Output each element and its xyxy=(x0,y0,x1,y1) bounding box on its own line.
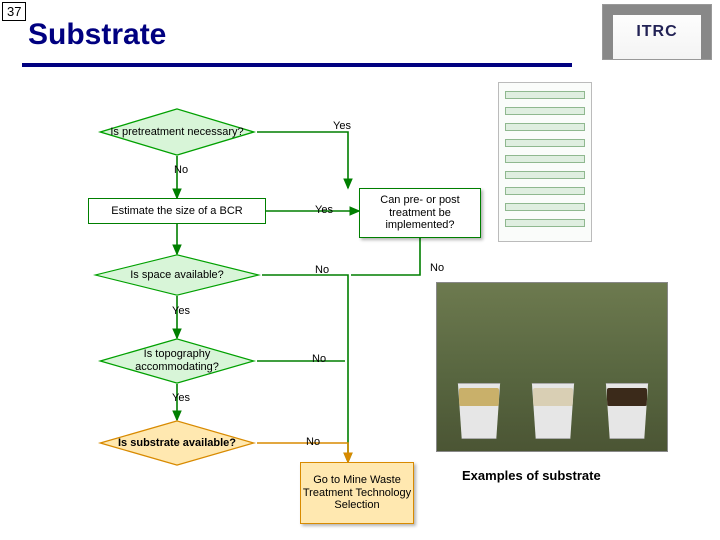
label-yes_d2: Yes xyxy=(172,305,190,317)
node-d2-text: Is space available? xyxy=(120,269,234,282)
itrc-logo: ITRC xyxy=(602,4,712,60)
node-d1-text: Is pretreatment necessary? xyxy=(100,126,253,139)
node-d1: Is pretreatment necessary? xyxy=(97,108,257,156)
bucket-2 xyxy=(603,383,651,439)
arrow-0 xyxy=(257,132,348,188)
label-yes_d3: Yes xyxy=(172,392,190,404)
arrow-9 xyxy=(257,443,348,462)
label-yes_top: Yes xyxy=(333,120,351,132)
label-no_d4: No xyxy=(306,436,320,448)
node-r3: Go to Mine Waste Treatment Technology Se… xyxy=(300,462,414,524)
bucket-0 xyxy=(455,383,503,439)
logo-text: ITRC xyxy=(636,23,677,41)
label-no_d3: No xyxy=(312,353,326,365)
node-r1: Estimate the size of a BCR xyxy=(88,198,266,224)
node-d3-text: Is topography accommodating? xyxy=(97,348,257,373)
node-r2: Can pre- or post treatment be implemente… xyxy=(359,188,481,238)
bucket-1 xyxy=(529,383,577,439)
mini-flow-figure xyxy=(498,82,592,242)
arrow-5 xyxy=(351,238,420,275)
label-no_d1: No xyxy=(174,164,188,176)
photo-caption: Examples of substrate xyxy=(462,468,601,483)
arrow-4 xyxy=(262,275,348,462)
node-d3: Is topography accommodating? xyxy=(97,338,257,384)
title-underline xyxy=(22,63,572,67)
slide-number: 37 xyxy=(2,2,26,21)
node-d4: Is substrate available? xyxy=(97,420,257,466)
node-d2: Is space available? xyxy=(92,254,262,296)
label-yes_r2: Yes xyxy=(315,204,333,216)
label-no_r2: No xyxy=(315,264,329,276)
label-no_r2_out: No xyxy=(430,262,444,274)
substrate-photo xyxy=(436,282,668,452)
node-d4-text: Is substrate available? xyxy=(108,437,246,450)
page-title: Substrate xyxy=(28,18,166,52)
